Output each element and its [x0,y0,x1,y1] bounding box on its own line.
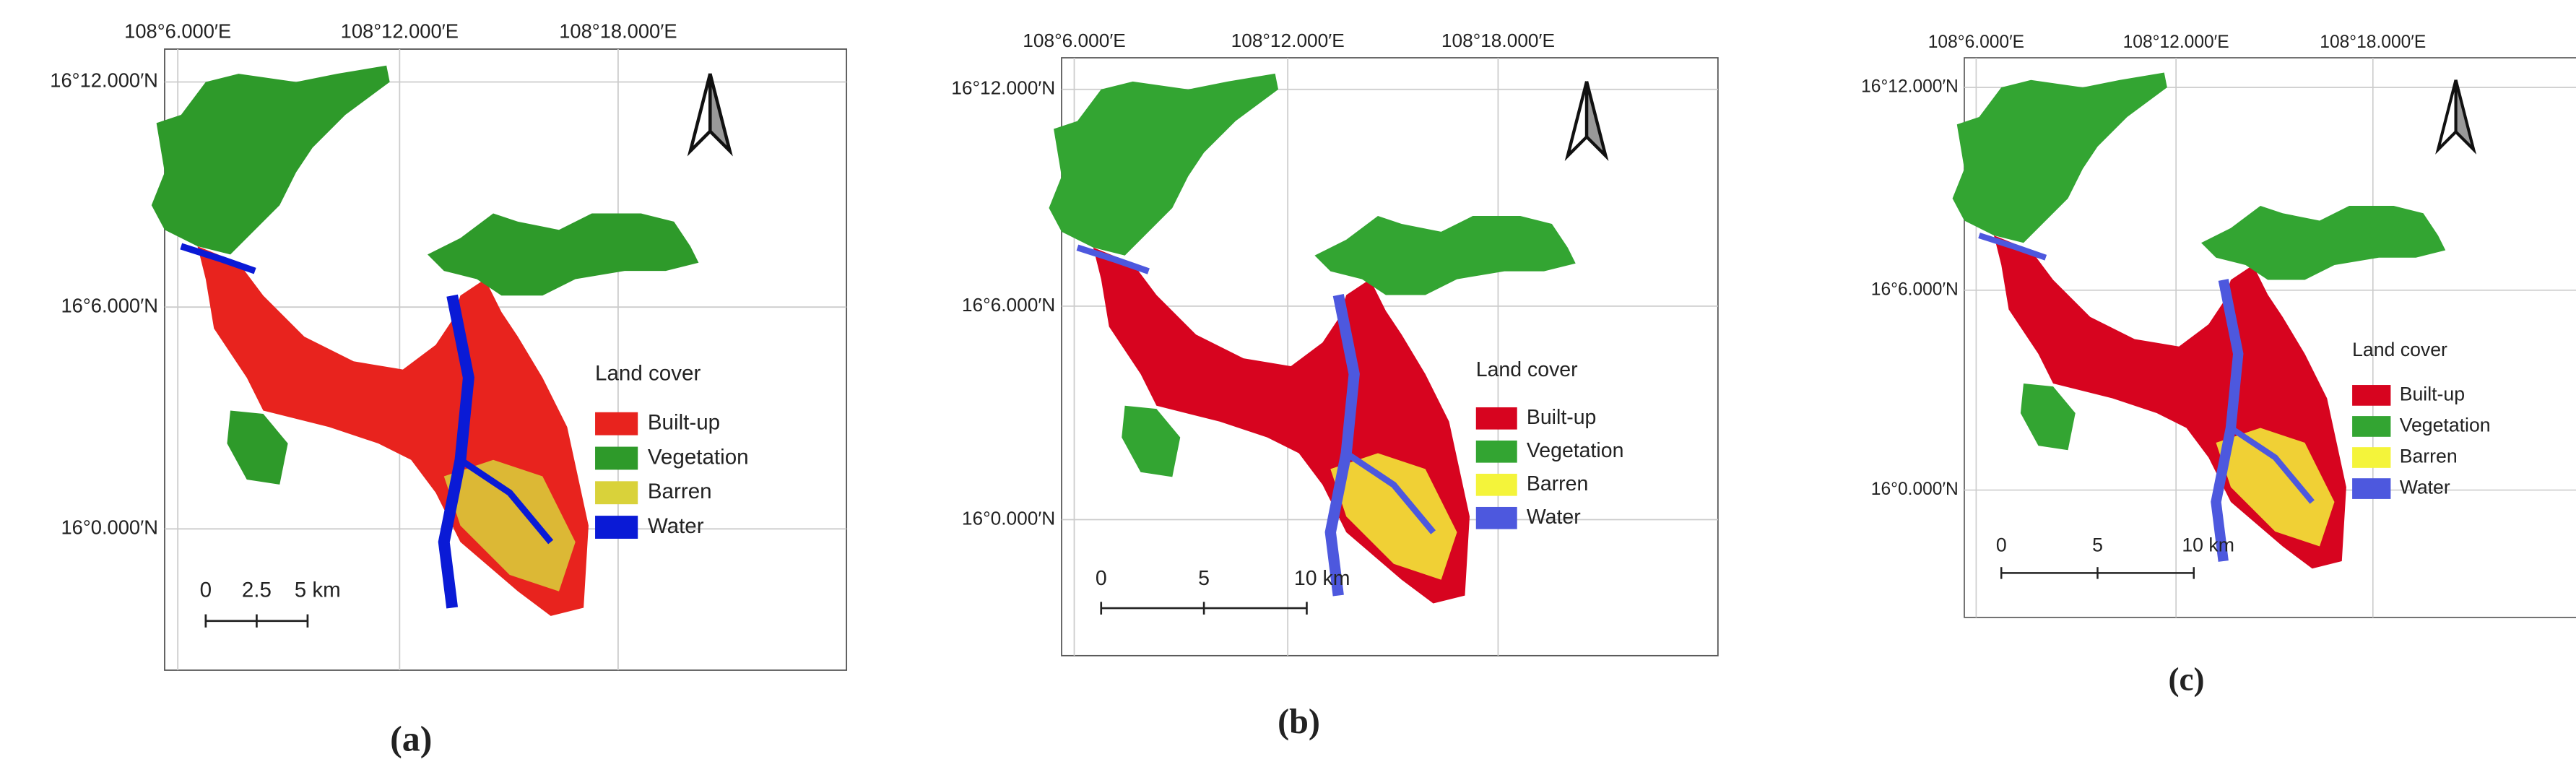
barren-area [443,459,576,592]
vegetation-area [227,410,288,485]
legend-title: Land cover [2352,339,2447,360]
coast-water [180,243,256,274]
lon-label: 108°18.000′E [1441,30,1555,51]
lon-label: 108°12.000′E [341,20,459,42]
lat-label: 16°12.000′N [50,69,158,92]
barren-area [2216,428,2335,547]
legend-label: Barren [2400,446,2458,467]
scale-label: 0 [1096,567,1107,590]
scale-label: 5 [2092,534,2103,556]
legend-label: Barren [648,480,712,503]
lon-label: 108°6.000′E [1023,30,1126,51]
map-panel: 108°6.000′E 108°12.000′E 108°18.000′E 16°12… [1861,32,2576,697]
scale-label: 10 km [1294,567,1350,590]
river [2229,425,2315,504]
lon-label: 108°18.000′E [2320,32,2426,52]
lat-label: 16°0.000′N [1871,480,1959,499]
legend-swatch [2352,416,2391,437]
legend-label: Built-up [648,411,720,435]
lon-label: 108°6.000′E [124,20,231,42]
vegetation-area [151,65,390,255]
legend-label: Barren [1527,472,1588,495]
river [458,456,554,545]
legend-title: Land cover [1476,358,1578,381]
lat-label: 16°12.000′N [951,77,1055,99]
scale-label: 0 [200,578,212,602]
north-arrow [708,73,733,157]
legend-swatch [1475,506,1517,529]
legend-swatch [595,446,638,470]
legend-label: Water [648,514,704,538]
legend-label: Vegetation [648,445,749,469]
coast-water [1978,233,2047,261]
lat-label: 16°6.000′N [61,294,157,316]
map-panel: 108°6.000′E 108°12.000′E 108°18.000′E 16°12… [50,20,848,759]
legend-label: Vegetation [2400,414,2491,436]
panel-caption: (c) [2168,661,2204,697]
legend-swatch [1475,440,1517,463]
vegetation-area [1049,73,1279,256]
legend-swatch [595,481,638,505]
lat-label: 16°6.000′N [1871,280,1959,299]
legend-label: Built-up [2400,383,2465,404]
legend-swatch [595,516,638,539]
lon-label: 108°18.000′E [559,20,677,42]
map-panel: 108°6.000′E 108°12.000′E 108°18.000′E 16°12… [951,30,1719,741]
legend-swatch [2352,478,2391,499]
scale-label: 5 km [295,578,341,602]
panel-caption: (a) [390,719,432,759]
vegetation-area [2020,384,2076,451]
legend-swatch [1475,473,1517,496]
coast-water [1076,244,1150,274]
legend-label: Water [1527,506,1581,529]
lon-label: 108°12.000′E [2123,32,2229,52]
vegetation-area [2201,206,2446,280]
legend-swatch [2352,385,2391,406]
vegetation-area [1122,405,1181,477]
vegetation-area [1314,216,1576,295]
legend-label: Built-up [1527,406,1597,429]
lat-label: 16°0.000′N [962,507,1055,529]
vegetation-area [1952,72,2167,243]
scale-label: 2.5 [242,578,272,602]
north-arrow [1584,81,1609,161]
legend-swatch [2352,447,2391,468]
north-arrow [2454,79,2477,155]
lat-label: 16°12.000′N [1861,77,1959,97]
river [438,294,474,609]
lat-label: 16°0.000′N [61,516,157,539]
legend-swatch [1475,407,1517,430]
legend-label: Vegetation [1527,439,1624,462]
river [1324,293,1360,597]
legend-swatch [595,412,638,436]
scale-label: 10 km [2182,534,2234,556]
scale-label: 0 [1996,534,2007,556]
lon-label: 108°6.000′E [1928,32,2024,52]
scale-label: 5 [1198,567,1210,590]
legend-label: Water [2400,477,2450,498]
legend-title: Land cover [595,361,701,385]
barren-area [1330,453,1457,580]
panel-caption: (b) [1278,703,1320,741]
lat-label: 16°6.000′N [962,294,1055,316]
river [1344,450,1436,534]
vegetation-area [428,213,699,296]
lon-label: 108°12.000′E [1231,30,1345,51]
